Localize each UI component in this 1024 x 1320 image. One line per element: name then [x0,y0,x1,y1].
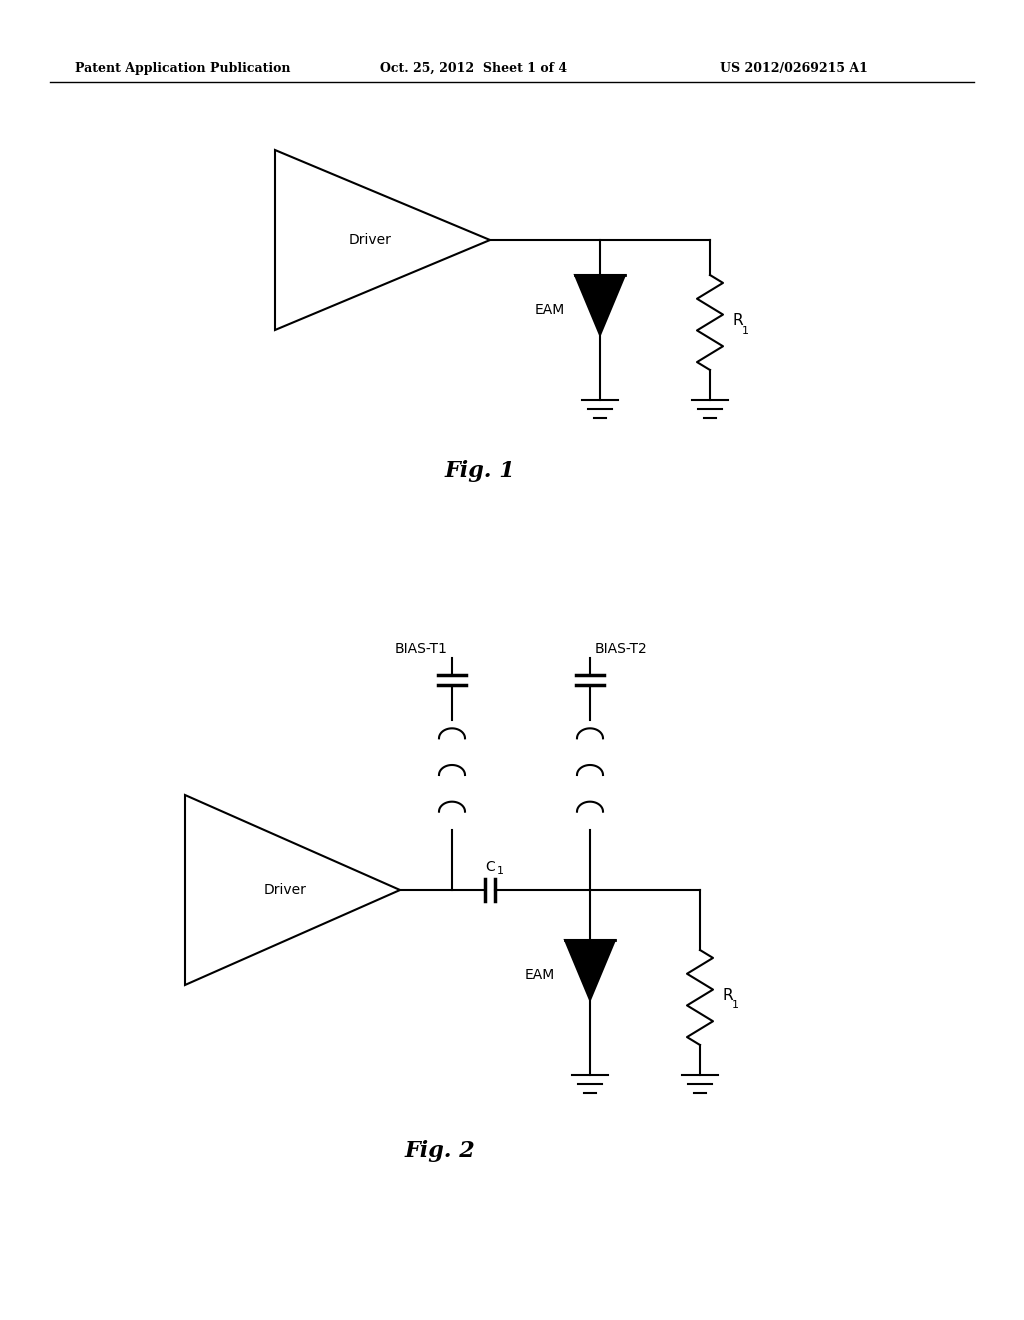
Text: C: C [485,861,495,874]
Text: Fig. 2: Fig. 2 [404,1140,475,1162]
Text: 1: 1 [732,1001,739,1011]
Text: EAM: EAM [524,968,555,982]
Text: Driver: Driver [263,883,306,898]
Text: R: R [732,313,742,327]
Text: Oct. 25, 2012  Sheet 1 of 4: Oct. 25, 2012 Sheet 1 of 4 [380,62,567,75]
Text: BIAS-T1: BIAS-T1 [394,642,447,656]
Text: US 2012/0269215 A1: US 2012/0269215 A1 [720,62,868,75]
Text: Patent Application Publication: Patent Application Publication [75,62,291,75]
Text: 1: 1 [497,866,504,876]
Text: R: R [722,987,732,1003]
Text: EAM: EAM [535,304,565,317]
Polygon shape [575,275,625,335]
Text: BIAS-T2: BIAS-T2 [595,642,648,656]
Text: Driver: Driver [348,234,391,247]
Polygon shape [565,940,615,1001]
Text: 1: 1 [742,326,749,335]
Text: Fig. 1: Fig. 1 [444,459,515,482]
